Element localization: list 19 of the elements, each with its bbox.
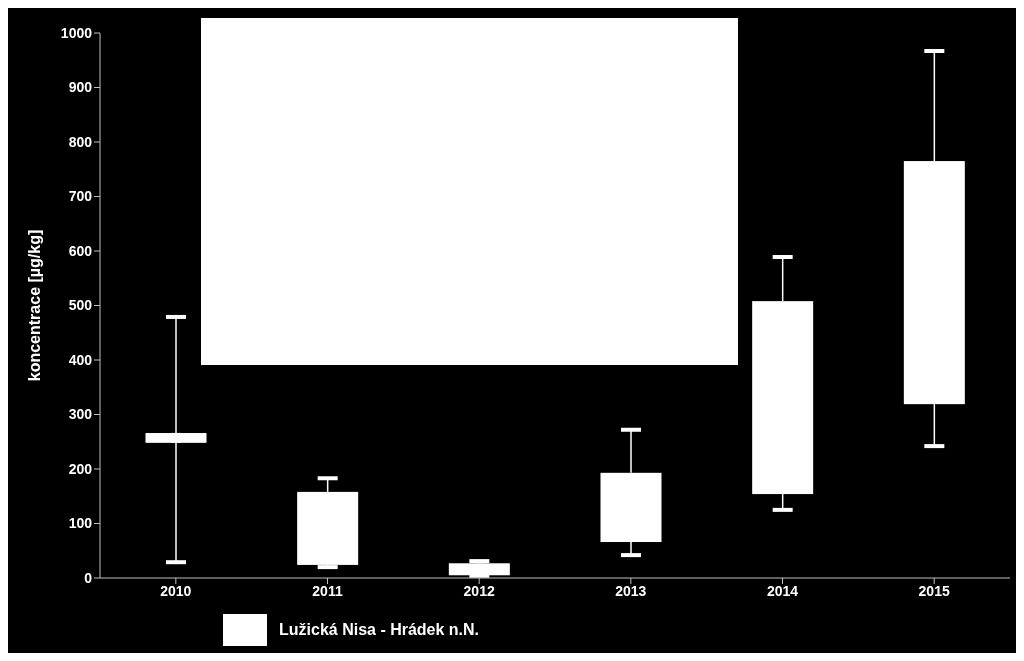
y-axis-title: koncentrace [µg/kg] bbox=[25, 229, 43, 382]
x-tick-label: 2010 bbox=[160, 582, 192, 599]
y-tick-label: 900 bbox=[68, 79, 93, 96]
x-tick-label: 2014 bbox=[766, 582, 799, 599]
y-tick-label: 400 bbox=[68, 351, 93, 368]
y-tick-label: 300 bbox=[68, 406, 93, 423]
y-tick-label: 0 bbox=[84, 569, 93, 586]
y-tick-label: 100 bbox=[68, 515, 93, 532]
y-tick-label: 800 bbox=[68, 133, 93, 150]
x-tick-label: 2011 bbox=[312, 582, 343, 599]
x-tick-label: 2015 bbox=[918, 582, 950, 599]
y-tick-label: 1000 bbox=[60, 24, 93, 41]
y-tick-label: 500 bbox=[68, 297, 93, 314]
y-tick-label: 700 bbox=[68, 188, 93, 205]
y-tick-label: 200 bbox=[68, 460, 93, 477]
legend-label: Lužická Nisa - Hrádek n.N. bbox=[279, 621, 480, 639]
x-tick-label: 2012 bbox=[463, 582, 495, 599]
y-tick-label: 600 bbox=[68, 242, 93, 259]
x-tick-label: 2013 bbox=[615, 582, 647, 599]
